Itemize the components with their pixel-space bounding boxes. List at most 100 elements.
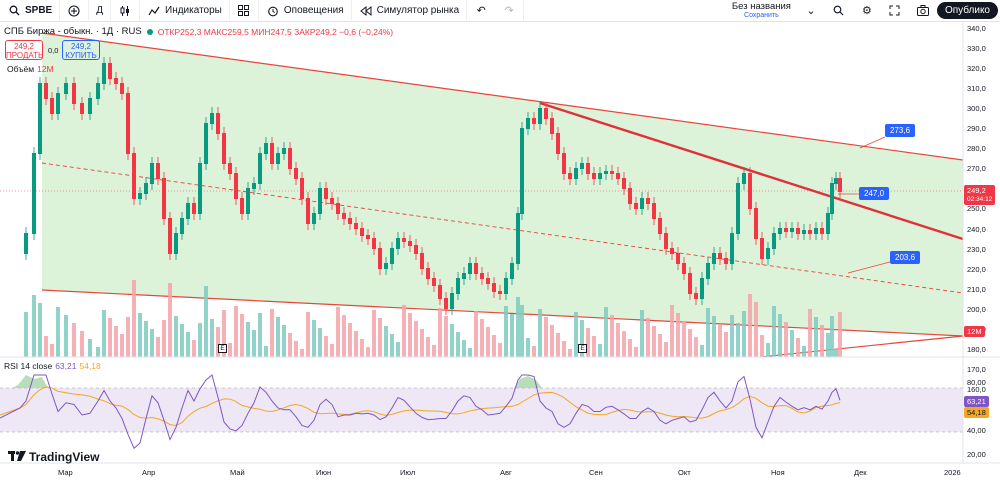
candle-body <box>658 218 662 234</box>
volume-bar <box>222 310 226 357</box>
volume-bar <box>520 305 524 357</box>
volume-bar <box>168 283 172 357</box>
volume-bar <box>204 286 208 357</box>
fullscreen-button[interactable] <box>881 0 909 22</box>
candle-body <box>96 83 100 99</box>
volume-bar <box>330 344 334 357</box>
candle-body <box>234 173 238 199</box>
settings-button[interactable]: ⚙ <box>853 0 881 22</box>
callout-lower[interactable]: 203,6 <box>890 251 921 264</box>
candle-body <box>132 153 136 199</box>
price-axis-label: 180,0 <box>967 344 986 354</box>
price-axis-label: 340,0 <box>967 24 986 33</box>
templates-button[interactable] <box>230 0 259 22</box>
snapshot-button[interactable] <box>909 0 937 22</box>
candle-body <box>730 233 734 264</box>
volume-bar <box>474 311 478 357</box>
symbol-legend: СПБ Биржа - обыкн. · 1Д · RUS ОТКР252,3 … <box>4 26 393 37</box>
candle-body <box>222 133 226 164</box>
volume-bars <box>24 280 842 357</box>
candle-body <box>64 83 68 94</box>
candle-body <box>150 163 154 184</box>
earnings-marker[interactable]: E <box>578 344 587 353</box>
earnings-marker[interactable]: E <box>218 344 227 353</box>
candle-body <box>742 173 746 184</box>
replay-label: Симулятор рынка <box>376 5 460 16</box>
grid-icon <box>237 4 251 18</box>
candle-body <box>72 83 76 104</box>
callout-upper[interactable]: 273,6 <box>885 124 916 137</box>
candle-body <box>192 203 196 214</box>
sell-button[interactable]: 249,2 ПРОДАТЬ <box>5 40 43 60</box>
camera-icon <box>916 4 930 18</box>
undo-button[interactable]: ↶ <box>467 0 495 22</box>
publish-button[interactable]: Опублико <box>936 2 998 19</box>
price-axis-label: 200,0 <box>967 304 986 314</box>
volume-bar <box>568 349 572 357</box>
indicators-icon <box>147 4 161 18</box>
rsi-value: 63,21 <box>55 361 77 371</box>
candle-body <box>138 193 142 199</box>
volume-bar <box>306 312 310 357</box>
candle-body <box>186 203 190 219</box>
candle-body <box>598 173 602 179</box>
candle-body <box>312 213 316 224</box>
volume-bar <box>174 316 178 357</box>
price-chart[interactable] <box>0 23 1000 480</box>
candle-body <box>462 273 466 279</box>
volume-bar <box>420 329 424 357</box>
volume-bar <box>450 324 454 357</box>
time-axis-label: Ноя <box>771 468 785 477</box>
candle-body <box>784 228 788 232</box>
volume-bar <box>808 309 812 357</box>
candle-body <box>830 183 834 214</box>
quick-search-button[interactable] <box>825 0 853 22</box>
candle-body <box>826 213 830 234</box>
volume-bar <box>510 314 514 357</box>
candle-body <box>228 163 232 174</box>
symbol-search[interactable]: SPBE <box>0 0 61 22</box>
volume-bar <box>796 338 800 357</box>
compare-button[interactable] <box>60 0 90 22</box>
search-icon <box>7 4 21 18</box>
redo-button[interactable]: ↷ <box>495 0 525 22</box>
candle-body <box>568 173 572 179</box>
interval-button[interactable]: Д <box>89 0 112 22</box>
volume-bar <box>72 323 76 357</box>
time-axis-label: Авг <box>500 468 512 477</box>
buy-button[interactable]: 249,2 КУПИТЬ <box>62 40 100 60</box>
candle-body <box>634 203 638 209</box>
time-axis-label: Окт <box>678 468 691 477</box>
volume-bar <box>688 329 692 357</box>
rsi-axis-label: 20,00 <box>967 450 986 459</box>
candle-body <box>646 198 650 204</box>
candle-body <box>712 253 716 264</box>
time-axis-label: Сен <box>589 468 603 477</box>
candle-body <box>808 230 812 234</box>
volume-bar <box>640 310 644 357</box>
candle-body <box>384 263 388 269</box>
chart-type-button[interactable] <box>111 0 141 22</box>
rsi-value-tag: 63,21 <box>964 396 989 407</box>
layout-menu-button[interactable]: ⌄ <box>797 0 825 22</box>
layout-name: Без названия <box>731 0 791 12</box>
chevron-down-icon: ⌄ <box>806 5 816 17</box>
chart-area[interactable]: СПБ Биржа - обыкн. · 1Д · RUS ОТКР252,3 … <box>0 23 1000 480</box>
volume-bar <box>228 343 232 357</box>
volume-value: 12M <box>37 64 54 74</box>
volume-bar <box>532 346 536 357</box>
candle-body <box>604 171 608 174</box>
tradingview-logo[interactable]: TradingView <box>8 450 99 464</box>
price-axis-label: 320,0 <box>967 64 986 74</box>
candle-body <box>294 168 298 179</box>
callout-middle[interactable]: 247,0 <box>859 187 890 200</box>
candle-body <box>354 223 358 229</box>
replay-button[interactable]: Симулятор рынка <box>352 0 468 22</box>
volume-bar <box>604 307 608 357</box>
indicators-button[interactable]: Индикаторы <box>140 0 230 22</box>
layout-name-button[interactable]: Без названия Сохранить <box>726 0 797 20</box>
volume-bar <box>294 341 298 357</box>
candle-body <box>300 178 304 199</box>
alerts-button[interactable]: Оповещения <box>259 0 352 22</box>
volume-bar <box>396 342 400 357</box>
